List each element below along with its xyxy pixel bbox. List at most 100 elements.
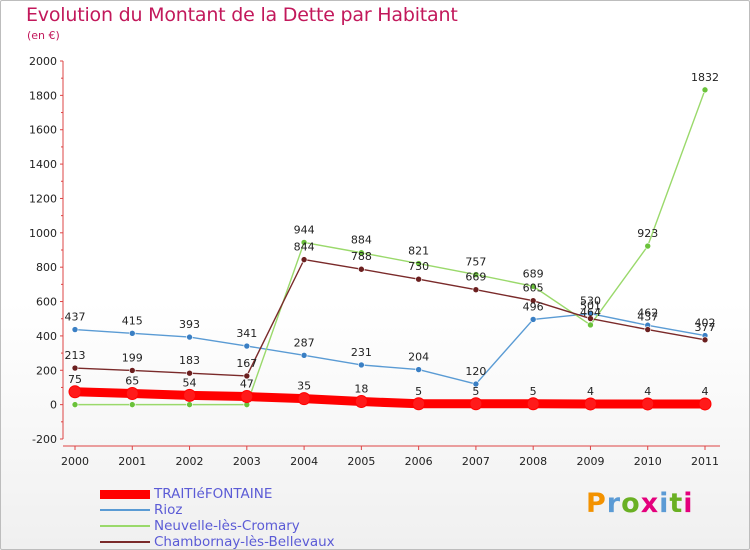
logo-letter: r (606, 488, 622, 519)
data-label: 341 (236, 327, 257, 340)
data-point (128, 401, 136, 408)
data-label: 5 (472, 385, 479, 398)
data-point (300, 256, 308, 263)
x-tick-label: 2005 (347, 455, 375, 468)
data-label: 757 (465, 256, 486, 269)
data-label: 199 (122, 351, 143, 364)
series-line-traiti-fontaine (70, 387, 710, 409)
data-label: 5 (530, 385, 537, 398)
y-tick-label: 1200 (29, 192, 57, 205)
logo-letter: i (683, 488, 694, 519)
data-label: 65 (125, 374, 139, 387)
legend-swatch (100, 489, 150, 499)
data-point (243, 342, 251, 350)
data-label: 821 (408, 245, 429, 258)
data-label: 35 (297, 380, 311, 393)
legend-item: Rioz (100, 502, 335, 518)
x-tick-label: 2000 (61, 455, 89, 468)
data-point (71, 401, 79, 408)
x-tick-label: 2006 (405, 455, 433, 468)
data-label: 605 (523, 282, 544, 295)
series-line-neuvelle-l-s-cromary (74, 89, 706, 406)
data-label: 923 (637, 227, 658, 240)
legend-item: TRAITIéFONTAINE (100, 486, 335, 502)
data-label: 501 (580, 300, 601, 313)
logo-letter: o (621, 488, 641, 519)
x-tick-label: 2010 (634, 455, 662, 468)
legend-label: Chambornay-lès-Bellevaux (154, 534, 335, 550)
data-label: 437 (637, 311, 658, 324)
data-point (358, 265, 365, 273)
data-label: 730 (408, 260, 429, 273)
data-point (358, 361, 365, 369)
legend-item: Chambornay-lès-Bellevaux (100, 534, 335, 550)
data-point (186, 369, 193, 377)
data-point (125, 386, 139, 400)
legend: TRAITIéFONTAINE Rioz Neuvelle-lès-Cromar… (100, 486, 335, 550)
x-tick-label: 2004 (290, 455, 318, 468)
chart-subtitle: (en €) (27, 29, 60, 42)
y-tick-label: 800 (36, 261, 57, 274)
data-point (644, 326, 652, 333)
x-tick-label: 2009 (576, 455, 604, 468)
data-label: 47 (240, 378, 254, 391)
data-label: 437 (65, 311, 86, 324)
y-tick-label: 1400 (29, 158, 57, 171)
data-point (358, 249, 365, 257)
y-tick-label: 0 (50, 399, 57, 412)
data-label: 167 (236, 357, 257, 370)
logo-letter: P (586, 488, 607, 519)
data-label: 213 (65, 349, 86, 362)
data-point (186, 333, 193, 341)
data-point (587, 321, 594, 329)
data-label: 4 (587, 385, 594, 398)
data-point (472, 380, 480, 388)
data-label: 530 (580, 295, 601, 308)
y-tick-label: 2000 (29, 55, 57, 68)
axes: 2000180016001400120010008006004002000-20… (29, 55, 720, 468)
data-point (529, 316, 537, 323)
data-label: 75 (68, 373, 82, 386)
logo-letter: t (669, 488, 684, 519)
data-label: 844 (294, 241, 315, 254)
data-label: 4 (644, 385, 651, 398)
data-label: 1832 (691, 71, 719, 84)
series-lines (68, 86, 712, 411)
data-label: 402 (695, 317, 716, 330)
x-tick-label: 2011 (691, 455, 719, 468)
data-point (300, 352, 308, 359)
data-point (183, 388, 197, 402)
data-point (186, 401, 193, 408)
data-point (526, 397, 540, 411)
data-label: 464 (580, 306, 601, 319)
data-label: 462 (637, 306, 658, 319)
chart-title: Evolution du Montant de la Dette par Hab… (26, 4, 458, 26)
data-point (300, 239, 308, 246)
y-tick-label: -200 (32, 433, 57, 446)
proxiti-logo: Proxiti (586, 488, 694, 519)
data-point (297, 392, 311, 406)
data-point (128, 367, 136, 374)
series-line-rioz (74, 312, 706, 385)
data-point (529, 282, 537, 290)
data-point (701, 336, 709, 344)
data-point (644, 242, 652, 250)
data-label: 377 (695, 321, 716, 334)
legend-label: TRAITIéFONTAINE (154, 486, 273, 502)
data-point (68, 385, 82, 399)
y-tick-label: 400 (36, 330, 57, 343)
y-tick-label: 200 (36, 364, 57, 377)
data-label: 788 (351, 250, 372, 263)
y-tick-label: 600 (36, 296, 57, 309)
data-point (472, 286, 480, 293)
data-label: 183 (179, 354, 200, 367)
legend-swatch (100, 509, 150, 511)
data-point (415, 366, 422, 373)
data-label: 4 (702, 385, 709, 398)
data-label: 884 (351, 234, 372, 247)
y-tick-label: 1600 (29, 124, 57, 137)
data-point (472, 271, 480, 278)
data-point (71, 364, 79, 372)
